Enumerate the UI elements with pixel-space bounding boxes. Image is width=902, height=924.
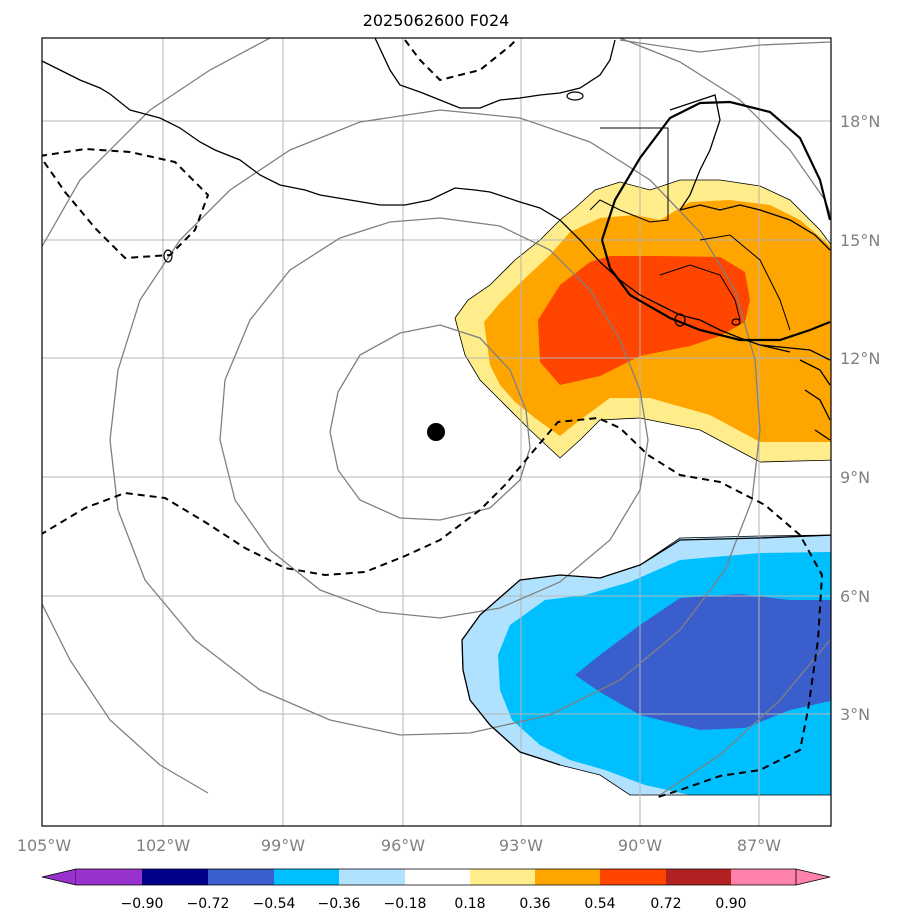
border-mexico-guatemala	[589, 127, 669, 223]
gridlines	[42, 38, 831, 826]
colorbar-extend-low	[41, 868, 77, 886]
colorbar-tick-label: 0.36	[519, 896, 550, 912]
coastline-central-america	[759, 344, 831, 441]
colorbar-segment	[600, 869, 666, 885]
bold-region-outline	[600, 100, 831, 342]
colorbar-tick-label: −0.36	[318, 896, 361, 912]
lon-tick-label: 90°W	[618, 836, 662, 855]
negative-anomaly	[462, 535, 831, 795]
coastlines	[42, 38, 831, 766]
colorbar-segment	[535, 869, 600, 885]
colorbar-segment	[339, 869, 405, 885]
colorbar-tick-label: −0.54	[253, 896, 296, 912]
colorbar-segment	[470, 869, 535, 885]
colorbar-tick-label: 0.18	[454, 896, 485, 912]
colorbar-tick-label: −0.90	[121, 896, 164, 912]
colorbar-segment	[142, 869, 208, 885]
contour-fill-neg-0.54	[575, 594, 831, 730]
lake	[731, 318, 741, 326]
longitude-labels: 105°W 102°W 99°W 96°W 93°W 90°W 87°W	[17, 836, 781, 855]
lon-tick-label: 105°W	[17, 836, 72, 855]
small-features	[163, 91, 741, 327]
colorbar-frame	[76, 868, 796, 886]
contour-ring-7	[659, 639, 831, 796]
colorbar-tick-label: 0.54	[584, 896, 615, 912]
positive-anomaly	[455, 180, 831, 462]
island	[163, 249, 173, 263]
coastline-gulf	[374, 38, 616, 109]
colorbar: −0.90 −0.72 −0.54 −0.36 −0.18 0.18 0.36 …	[41, 868, 831, 912]
contour-ring-5	[42, 602, 209, 794]
lon-tick-label: 93°W	[499, 836, 543, 855]
coastline-colombia	[461, 534, 831, 766]
contour-fill-0.54	[538, 256, 750, 385]
lat-tick-label: 18°N	[840, 112, 880, 131]
border-nicaragua	[699, 234, 791, 331]
lat-tick-label: 9°N	[840, 468, 870, 487]
map-frame	[41, 37, 832, 827]
latitude-labels: 3°N 6°N 9°N 12°N 15°N 18°N	[840, 112, 880, 724]
lat-tick-label: 6°N	[840, 587, 870, 606]
colorbar-tick-label: −0.18	[384, 896, 427, 912]
lon-tick-label: 99°W	[261, 836, 305, 855]
colorbar-segment	[274, 869, 339, 885]
lat-tick-label: 15°N	[840, 231, 880, 250]
dashed-contour-northwest	[42, 147, 210, 260]
dashed-contours	[42, 38, 824, 799]
border-honduras	[659, 264, 741, 321]
dashed-contour-southwest	[42, 416, 824, 799]
colorbar-tick-label: 0.72	[650, 896, 681, 912]
coastline-caribbean	[679, 204, 831, 251]
contour-ring-6	[619, 39, 831, 53]
lon-tick-label: 87°W	[737, 836, 781, 855]
dashed-contour-north	[404, 38, 519, 82]
island	[566, 91, 584, 101]
colorbar-segment	[208, 869, 274, 885]
storm-center-marker	[427, 423, 445, 441]
contour-ring-2	[219, 217, 649, 619]
coastline-yucatan	[669, 94, 721, 211]
colorbar-tick-label: −0.72	[187, 896, 230, 912]
lon-tick-label: 96°W	[381, 836, 425, 855]
lake	[674, 313, 686, 327]
colorbar-extend-high	[795, 868, 831, 886]
colorbar-tick-label: 0.90	[715, 896, 746, 912]
colorbar-segment	[666, 869, 731, 885]
lat-tick-label: 3°N	[840, 705, 870, 724]
lat-tick-label: 12°N	[840, 349, 880, 368]
outline-positive	[454, 179, 831, 463]
lon-tick-label: 102°W	[136, 836, 191, 855]
colorbar-segment	[405, 869, 470, 885]
figure-title: 2025062600 F024	[363, 11, 510, 30]
coastline-mexico-pacific	[42, 60, 791, 353]
colorbar-segment	[731, 869, 796, 885]
contour-ring-1	[329, 324, 531, 521]
map-panel	[41, 37, 832, 827]
country-borders	[589, 127, 791, 331]
colorbar-segment	[76, 869, 142, 885]
contour-ring-3	[109, 109, 761, 736]
